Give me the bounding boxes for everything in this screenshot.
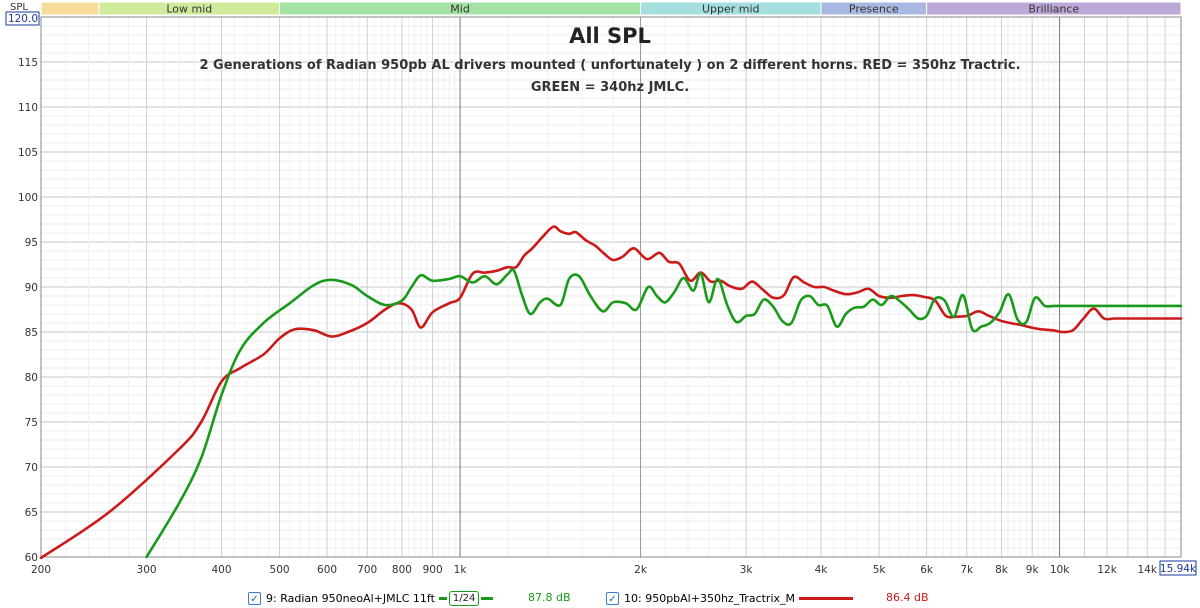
checkbox-icon[interactable]: ✓ xyxy=(248,591,261,605)
y-tick-label: 100 xyxy=(18,192,38,204)
legend-value: 87.8 dB xyxy=(528,591,571,604)
legend-item-jmlc[interactable]: ✓ 9: Radian 950neoAl+JMLC 11ft 1/24 xyxy=(248,590,494,606)
y-axis-title: SPL xyxy=(10,2,28,13)
x-tick-label: 300 xyxy=(137,564,157,576)
x-tick-label: 5k xyxy=(873,564,887,576)
x-axis: 200 300 400 500 600 700 800 900 1k 2k 3k 4k 5k 6k 7k 8k… xyxy=(31,560,1197,576)
x-max-box xyxy=(1159,560,1197,576)
y-tick-label: 75 xyxy=(25,417,38,429)
y-max-box xyxy=(5,11,40,26)
chart-subtitle: GREEN = 340hz JMLC. xyxy=(531,80,689,95)
band-segment xyxy=(40,1,100,16)
x-tick-label: 10k xyxy=(1050,564,1070,576)
x-tick-label: 14k xyxy=(1137,564,1157,576)
x-tick-label: 9k xyxy=(1026,564,1040,576)
x-tick-label: 2k xyxy=(634,564,648,576)
band-segment xyxy=(926,1,1182,16)
legend-label: 9: Radian 950neoAl+JMLC 11ft xyxy=(266,591,435,605)
x-tick-label: 700 xyxy=(357,564,377,576)
x-tick-label: 600 xyxy=(317,564,337,576)
series-line-jmlc xyxy=(145,268,1183,559)
frequency-band-bar: Low mid Mid Upper mid Presence Brilliance xyxy=(40,1,1182,16)
smoothing-selector[interactable]: 1/24 xyxy=(448,590,480,606)
band-label: Presence xyxy=(849,3,899,16)
y-tick-label: 80 xyxy=(25,372,38,384)
y-tick-label: 115 xyxy=(18,57,38,69)
y-tick-label: 105 xyxy=(18,147,38,159)
y-tick-label: 60 xyxy=(25,552,38,564)
x-tick-label: 400 xyxy=(211,564,231,576)
y-tick-label: 65 xyxy=(25,507,38,519)
x-tick-label: 8k xyxy=(995,564,1009,576)
checkbox-icon[interactable]: ✓ xyxy=(606,591,619,605)
band-label: Mid xyxy=(450,3,470,16)
x-tick-label: 7k xyxy=(960,564,974,576)
series-line-tractrix xyxy=(39,225,1183,560)
x-tick-label: 800 xyxy=(392,564,412,576)
x-tick-label: 4k xyxy=(815,564,829,576)
x-tick-label: 900 xyxy=(423,564,443,576)
series-lines xyxy=(39,225,1183,560)
legend-item-tractrix[interactable]: ✓ 10: 950pbAl+350hz_Tractrix_M xyxy=(606,590,854,606)
y-tick-label: 90 xyxy=(25,282,38,294)
chart-grid xyxy=(40,16,1182,558)
y-tick-label: 85 xyxy=(25,327,38,339)
series-swatch xyxy=(799,596,854,600)
legend-value: 86.4 dB xyxy=(886,591,929,604)
band-label: Upper mid xyxy=(702,3,760,16)
band-label: Brilliance xyxy=(1028,3,1079,16)
chart-subtitle: 2 Generations of Radian 950pb AL drivers… xyxy=(199,58,1020,73)
x-tick-label: 12k xyxy=(1097,564,1117,576)
y-tick-label: 70 xyxy=(25,462,38,474)
x-tick-label: 6k xyxy=(920,564,934,576)
legend: ✓ 9: Radian 950neoAl+JMLC 11ft 1/24 87.8… xyxy=(0,588,1200,608)
legend-label: 10: 950pbAl+350hz_Tractrix_M xyxy=(624,591,796,605)
y-tick-label: 110 xyxy=(18,102,38,114)
series-swatch xyxy=(438,596,447,600)
chart-title: All SPL xyxy=(569,24,651,48)
y-tick-label: 95 xyxy=(25,237,38,249)
chart-titles: All SPL 2 Generations of Radian 950pb AL … xyxy=(199,24,1020,95)
x-tick-label: 500 xyxy=(270,564,290,576)
x-tick-label: 1k xyxy=(454,564,468,576)
x-tick-label: 3k xyxy=(740,564,754,576)
x-tick-label: 200 xyxy=(31,564,51,576)
series-swatch xyxy=(481,596,494,600)
band-label: Low mid xyxy=(166,3,212,16)
y-max-label: 120.0 xyxy=(8,13,38,25)
x-max-label: 15.94k xyxy=(1160,563,1197,575)
plot-frame xyxy=(40,16,1182,558)
